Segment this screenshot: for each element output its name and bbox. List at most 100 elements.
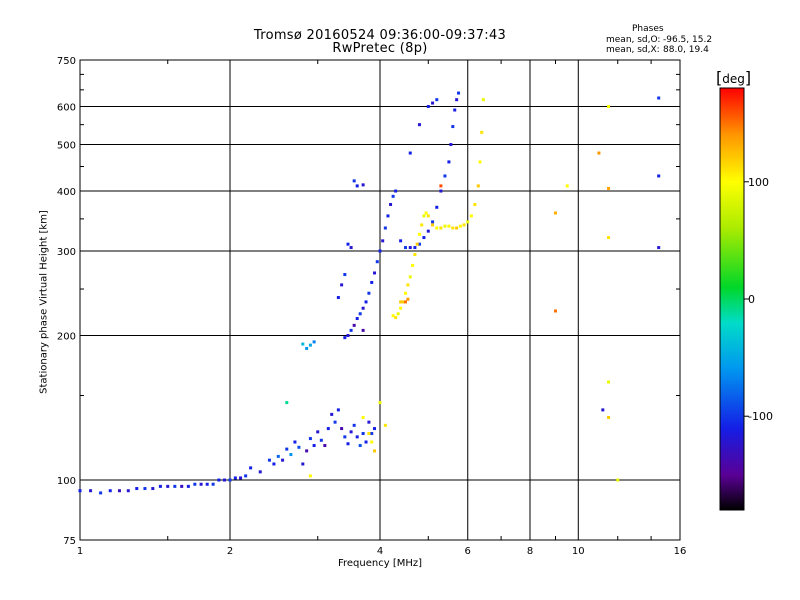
data-point-o bbox=[435, 205, 439, 209]
data-point-o bbox=[180, 484, 184, 488]
data-point-o bbox=[228, 478, 232, 482]
data-point-o bbox=[239, 476, 243, 480]
data-point-o bbox=[417, 242, 421, 246]
data-point-o bbox=[352, 323, 356, 327]
data-point-o bbox=[89, 489, 93, 493]
data-point-o bbox=[319, 438, 323, 442]
data-point-o bbox=[378, 249, 382, 253]
data-point-x bbox=[565, 184, 569, 188]
data-point-o bbox=[205, 482, 209, 486]
data-point-o bbox=[258, 470, 262, 474]
data-point-x bbox=[607, 236, 611, 240]
data-point-x bbox=[462, 223, 466, 227]
data-point-x bbox=[408, 275, 412, 279]
data-point-o bbox=[343, 336, 347, 340]
colorbar-tick-label: -100 bbox=[748, 410, 773, 423]
data-point-x bbox=[439, 226, 443, 230]
data-point-o bbox=[364, 300, 368, 304]
chart-title: Tromsø 20160524 09:36:00-09:37:43 bbox=[253, 28, 507, 43]
data-point-o bbox=[78, 489, 82, 493]
data-point-o bbox=[399, 239, 403, 243]
data-point-o bbox=[343, 435, 347, 439]
phase-x-values: 88.0, 19.4 bbox=[663, 45, 709, 55]
data-point-o bbox=[389, 202, 393, 206]
data-point-o bbox=[355, 184, 359, 188]
data-point-o bbox=[403, 246, 407, 250]
data-point-o bbox=[657, 96, 661, 100]
data-point-x bbox=[447, 224, 451, 228]
data-point-other bbox=[285, 401, 289, 405]
data-point-o bbox=[249, 466, 253, 470]
data-point-o bbox=[340, 427, 344, 431]
data-point-x bbox=[373, 449, 377, 453]
data-point-other bbox=[601, 408, 605, 412]
data-point-o bbox=[358, 444, 362, 448]
data-point-o bbox=[431, 101, 435, 105]
data-point-x bbox=[469, 214, 473, 218]
data-point-x bbox=[480, 130, 484, 134]
data-point-o bbox=[297, 445, 301, 449]
data-point-o bbox=[370, 432, 374, 436]
data-point-o bbox=[370, 280, 374, 284]
data-point-x bbox=[394, 316, 398, 320]
data-point-o bbox=[166, 484, 170, 488]
data-point-o bbox=[373, 427, 377, 431]
y-tick-label: 75 bbox=[63, 536, 76, 547]
data-point-o bbox=[346, 442, 350, 446]
data-point-o bbox=[158, 484, 162, 488]
data-point-o bbox=[451, 125, 455, 129]
data-point-other bbox=[607, 380, 611, 384]
data-point-x bbox=[361, 415, 365, 419]
data-point-x bbox=[476, 184, 480, 188]
data-point-o bbox=[346, 334, 350, 338]
colorbar-unit-label: [deg] bbox=[716, 68, 752, 87]
data-point-o bbox=[449, 143, 453, 147]
data-point-other bbox=[597, 151, 601, 155]
data-point-other bbox=[406, 297, 410, 301]
data-point-o bbox=[223, 478, 227, 482]
data-point-x bbox=[367, 432, 371, 436]
data-point-x bbox=[308, 474, 312, 478]
data-point-x bbox=[417, 232, 421, 236]
data-point-o bbox=[267, 458, 271, 462]
data-point-o bbox=[447, 160, 451, 164]
data-point-o bbox=[408, 151, 412, 155]
data-point-o bbox=[336, 408, 340, 412]
data-point-x bbox=[406, 283, 410, 287]
data-point-o bbox=[233, 476, 237, 480]
data-point-o bbox=[336, 296, 340, 300]
data-point-x bbox=[420, 223, 424, 227]
data-point-o bbox=[308, 437, 312, 441]
y-tick-label: 300 bbox=[57, 247, 76, 258]
data-point-o bbox=[657, 246, 661, 250]
data-point-x bbox=[607, 415, 611, 419]
data-point-x bbox=[435, 226, 439, 230]
data-point-o bbox=[439, 189, 443, 193]
data-point-o bbox=[305, 449, 309, 453]
data-point-o bbox=[457, 91, 461, 95]
colorbar-unit: deg bbox=[722, 72, 745, 86]
data-points bbox=[78, 91, 661, 495]
data-point-o bbox=[151, 487, 155, 491]
data-point-o bbox=[422, 236, 426, 240]
data-point-x bbox=[413, 253, 417, 257]
data-point-o bbox=[373, 271, 377, 275]
data-point-o bbox=[312, 340, 316, 344]
data-point-o bbox=[367, 420, 371, 424]
phase-o-label: mean, sd,O: bbox=[606, 35, 661, 45]
data-point-x bbox=[426, 214, 430, 218]
data-point-o bbox=[117, 489, 121, 493]
data-point-other bbox=[553, 211, 557, 215]
x-tick-label: 10 bbox=[572, 546, 585, 557]
y-axis-label: Stationary phase Virtual Height [km] bbox=[38, 210, 50, 394]
data-point-o bbox=[193, 482, 197, 486]
data-point-o bbox=[426, 229, 430, 233]
data-point-o bbox=[358, 312, 362, 316]
data-point-o bbox=[244, 474, 248, 478]
data-point-o bbox=[361, 306, 365, 310]
data-point-o bbox=[383, 226, 387, 230]
data-point-x bbox=[396, 312, 400, 316]
data-point-o bbox=[301, 462, 305, 466]
phases-header: Phases bbox=[632, 24, 664, 34]
